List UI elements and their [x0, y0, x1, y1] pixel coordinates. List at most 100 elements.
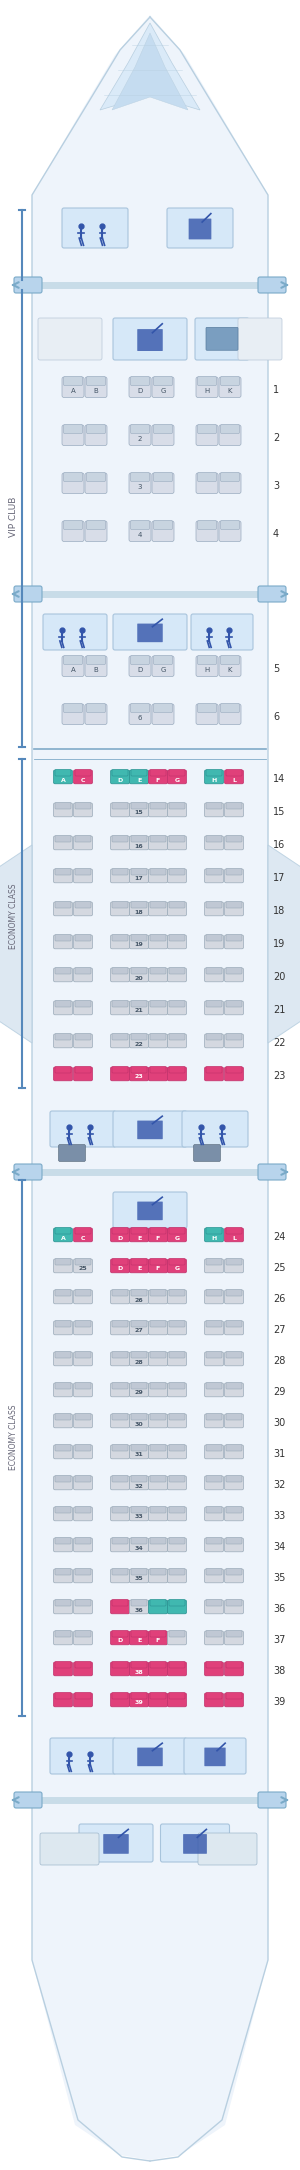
FancyBboxPatch shape: [53, 1506, 73, 1521]
Polygon shape: [32, 195, 268, 1960]
FancyBboxPatch shape: [205, 1445, 224, 1458]
FancyBboxPatch shape: [74, 1599, 92, 1614]
FancyBboxPatch shape: [167, 1415, 187, 1428]
FancyBboxPatch shape: [205, 1352, 224, 1365]
FancyBboxPatch shape: [226, 1033, 242, 1039]
Text: 38: 38: [273, 1667, 285, 1675]
FancyBboxPatch shape: [167, 1662, 187, 1675]
FancyBboxPatch shape: [55, 1506, 71, 1512]
FancyBboxPatch shape: [206, 968, 222, 974]
FancyBboxPatch shape: [154, 655, 172, 664]
Text: 4: 4: [273, 529, 279, 538]
FancyBboxPatch shape: [55, 1228, 71, 1235]
FancyBboxPatch shape: [224, 1000, 244, 1016]
Text: F: F: [156, 1638, 160, 1643]
FancyBboxPatch shape: [110, 935, 130, 948]
FancyBboxPatch shape: [224, 835, 244, 851]
FancyBboxPatch shape: [150, 1569, 166, 1575]
FancyBboxPatch shape: [55, 1352, 71, 1358]
FancyBboxPatch shape: [53, 1415, 73, 1428]
FancyBboxPatch shape: [130, 1068, 148, 1081]
Text: 36: 36: [273, 1604, 285, 1614]
FancyBboxPatch shape: [55, 868, 71, 875]
FancyBboxPatch shape: [226, 901, 242, 907]
Text: 3: 3: [273, 482, 279, 490]
FancyBboxPatch shape: [167, 1632, 187, 1645]
FancyBboxPatch shape: [131, 1033, 147, 1039]
FancyBboxPatch shape: [148, 1662, 167, 1675]
FancyBboxPatch shape: [130, 1445, 148, 1458]
Polygon shape: [32, 1960, 268, 2159]
FancyBboxPatch shape: [112, 1662, 128, 1669]
FancyBboxPatch shape: [169, 1065, 185, 1072]
FancyBboxPatch shape: [167, 1289, 187, 1304]
FancyBboxPatch shape: [167, 1539, 187, 1552]
FancyBboxPatch shape: [224, 1476, 244, 1491]
FancyBboxPatch shape: [55, 1693, 71, 1699]
FancyBboxPatch shape: [75, 1693, 91, 1699]
FancyBboxPatch shape: [130, 968, 148, 981]
FancyBboxPatch shape: [85, 703, 107, 725]
FancyBboxPatch shape: [75, 1506, 91, 1512]
FancyBboxPatch shape: [53, 868, 73, 883]
FancyBboxPatch shape: [43, 614, 107, 651]
FancyBboxPatch shape: [112, 1033, 128, 1039]
FancyBboxPatch shape: [148, 1068, 167, 1081]
FancyBboxPatch shape: [75, 1000, 91, 1007]
FancyBboxPatch shape: [130, 903, 148, 916]
FancyBboxPatch shape: [206, 868, 222, 875]
FancyBboxPatch shape: [131, 1065, 147, 1072]
FancyBboxPatch shape: [112, 770, 128, 777]
FancyBboxPatch shape: [130, 770, 148, 783]
FancyBboxPatch shape: [55, 935, 71, 942]
FancyBboxPatch shape: [58, 1144, 85, 1161]
FancyBboxPatch shape: [226, 1662, 242, 1669]
Text: 34: 34: [273, 1543, 285, 1552]
FancyBboxPatch shape: [226, 1569, 242, 1575]
FancyBboxPatch shape: [220, 473, 239, 482]
FancyBboxPatch shape: [53, 1662, 73, 1675]
Text: 2: 2: [273, 434, 279, 443]
FancyBboxPatch shape: [150, 1352, 166, 1358]
FancyBboxPatch shape: [206, 1445, 222, 1452]
FancyBboxPatch shape: [205, 770, 224, 783]
FancyBboxPatch shape: [110, 1506, 130, 1521]
Text: 19: 19: [135, 942, 143, 948]
FancyBboxPatch shape: [75, 1599, 91, 1606]
Text: 29: 29: [135, 1391, 143, 1395]
FancyBboxPatch shape: [224, 1599, 244, 1614]
FancyBboxPatch shape: [55, 1033, 71, 1039]
FancyBboxPatch shape: [220, 521, 239, 529]
FancyBboxPatch shape: [112, 1445, 128, 1452]
FancyBboxPatch shape: [130, 868, 148, 883]
FancyBboxPatch shape: [64, 655, 83, 664]
FancyBboxPatch shape: [154, 521, 172, 529]
Text: 30: 30: [273, 1417, 285, 1428]
FancyBboxPatch shape: [219, 378, 241, 397]
FancyBboxPatch shape: [206, 1065, 222, 1072]
FancyBboxPatch shape: [130, 1693, 148, 1708]
FancyBboxPatch shape: [226, 1506, 242, 1512]
FancyBboxPatch shape: [150, 901, 166, 907]
FancyBboxPatch shape: [53, 1228, 73, 1241]
Text: H: H: [212, 777, 217, 783]
Text: E: E: [137, 777, 141, 783]
FancyBboxPatch shape: [53, 1259, 73, 1274]
FancyBboxPatch shape: [62, 208, 128, 247]
FancyBboxPatch shape: [55, 1445, 71, 1452]
FancyBboxPatch shape: [226, 868, 242, 875]
FancyBboxPatch shape: [53, 1632, 73, 1645]
FancyBboxPatch shape: [148, 903, 167, 916]
FancyBboxPatch shape: [112, 1352, 128, 1358]
FancyBboxPatch shape: [130, 1506, 148, 1521]
FancyBboxPatch shape: [112, 1630, 128, 1636]
FancyBboxPatch shape: [130, 1259, 148, 1274]
Text: 22: 22: [135, 1042, 143, 1046]
FancyBboxPatch shape: [206, 1259, 222, 1265]
FancyBboxPatch shape: [205, 1068, 224, 1081]
Polygon shape: [100, 24, 200, 111]
FancyBboxPatch shape: [62, 655, 84, 677]
Text: L: L: [232, 777, 236, 783]
FancyBboxPatch shape: [205, 968, 224, 981]
FancyBboxPatch shape: [220, 655, 239, 664]
